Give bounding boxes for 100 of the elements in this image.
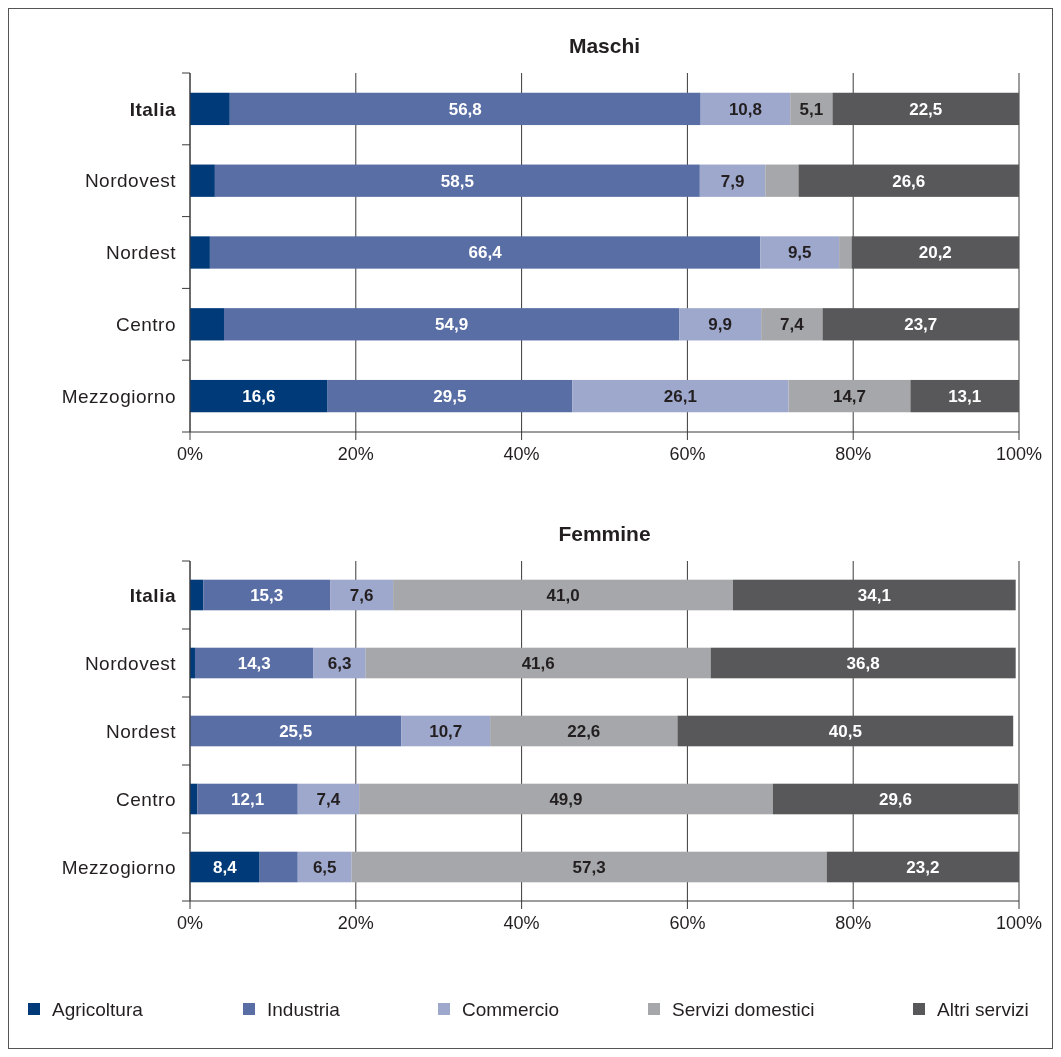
x-tick-label: 80% (835, 444, 872, 464)
bar (699, 164, 766, 197)
data-label: 29,5 (433, 387, 467, 407)
data-label: 10,7 (429, 721, 463, 741)
x-tick-label: 0% (176, 913, 204, 933)
bar (788, 379, 911, 413)
data-label: 40,5 (828, 721, 862, 741)
data-label: 29,6 (878, 789, 913, 809)
y-tick-label: Centro (115, 313, 176, 335)
y-tick-label: Centro (115, 788, 176, 810)
bar (190, 379, 328, 413)
bar (327, 379, 573, 413)
y-tick-label: Mezzogiorno (61, 385, 176, 407)
bar (190, 715, 402, 747)
x-tick-label: 40% (503, 913, 540, 933)
data-label: 34,1 (857, 585, 891, 605)
data-label: 6,5 (312, 857, 337, 877)
data-label: 12,1 (231, 789, 265, 809)
bar (700, 92, 791, 126)
bar (190, 92, 230, 126)
bar (393, 579, 733, 611)
data-label: 10,8 (728, 99, 762, 119)
x-tick-label: 0% (176, 444, 204, 464)
bar (365, 647, 711, 679)
bar (677, 715, 1014, 747)
data-label: 7,6 (349, 585, 374, 605)
data-label: 14,3 (237, 653, 271, 673)
bar (765, 164, 799, 197)
x-tick-label: 20% (337, 444, 374, 464)
data-label: 14,7 (832, 387, 867, 407)
chart-title: Maschi (568, 34, 641, 57)
bar (223, 308, 680, 341)
bar (798, 164, 1019, 197)
x-tick-label: 40% (503, 444, 540, 464)
bar (760, 236, 840, 269)
bar (832, 92, 1019, 126)
bar (679, 308, 762, 341)
y-tick-label: Italia (129, 98, 176, 120)
legend-label: Commercio (462, 998, 560, 1020)
x-tick-label: 80% (835, 913, 872, 933)
bar (401, 715, 491, 747)
bar (203, 579, 331, 611)
data-label: 7,9 (720, 171, 745, 191)
data-label: 9,5 (787, 243, 812, 263)
data-label: 15,3 (250, 585, 284, 605)
x-tick-label: 100% (995, 913, 1043, 933)
bar (822, 308, 1019, 341)
bar (761, 308, 823, 341)
data-label: 26,1 (663, 387, 697, 407)
bar (772, 783, 1019, 815)
y-tick-label: Mezzogiorno (61, 856, 176, 878)
bar (490, 715, 678, 747)
data-label: 16,6 (242, 387, 276, 407)
y-tick-label: Nordovest (84, 170, 177, 192)
bar (851, 236, 1019, 269)
data-label: 23,7 (904, 315, 938, 335)
y-tick-label: Nordovest (84, 652, 177, 674)
data-label: 49,9 (549, 789, 583, 809)
data-label: 57,3 (572, 857, 606, 877)
data-label: 8,4 (213, 857, 238, 877)
bar (190, 308, 224, 341)
x-tick-label: 60% (669, 444, 706, 464)
x-tick-label: 100% (995, 444, 1043, 464)
bar (330, 579, 394, 611)
y-tick-label: Nordest (105, 720, 177, 742)
data-label: 23,2 (906, 857, 940, 877)
x-tick-label: 20% (337, 913, 374, 933)
legend-label: Servizi domestici (672, 998, 815, 1020)
data-label: 25,5 (279, 721, 313, 741)
data-label: 13,1 (948, 387, 982, 407)
bar (190, 236, 210, 269)
bar (229, 92, 701, 126)
data-label: 41,6 (521, 653, 555, 673)
data-label: 6,3 (327, 653, 352, 673)
bar (710, 647, 1016, 679)
data-label: 22,5 (909, 99, 943, 119)
data-label: 20,2 (918, 243, 952, 263)
data-label: 58,5 (440, 171, 474, 191)
data-label: 36,8 (846, 653, 880, 673)
x-tick-label: 60% (669, 913, 706, 933)
bar (297, 783, 360, 815)
bar (190, 164, 215, 197)
bar (359, 783, 773, 815)
data-label: 56,8 (448, 99, 482, 119)
data-label: 41,0 (546, 585, 580, 605)
bar (194, 647, 314, 679)
data-label: 7,4 (316, 789, 341, 809)
bar (839, 236, 852, 269)
bar (197, 783, 298, 815)
bar (209, 236, 761, 269)
legend-label: Altri servizi (937, 998, 1029, 1020)
bar (826, 851, 1019, 883)
bar (572, 379, 789, 413)
data-label: 54,9 (435, 315, 469, 335)
data-label: 5,1 (799, 99, 824, 119)
y-tick-label: Italia (129, 584, 176, 606)
bar (910, 379, 1019, 413)
data-label: 26,6 (892, 171, 926, 191)
data-label: 7,4 (780, 315, 805, 335)
bar (351, 851, 827, 883)
